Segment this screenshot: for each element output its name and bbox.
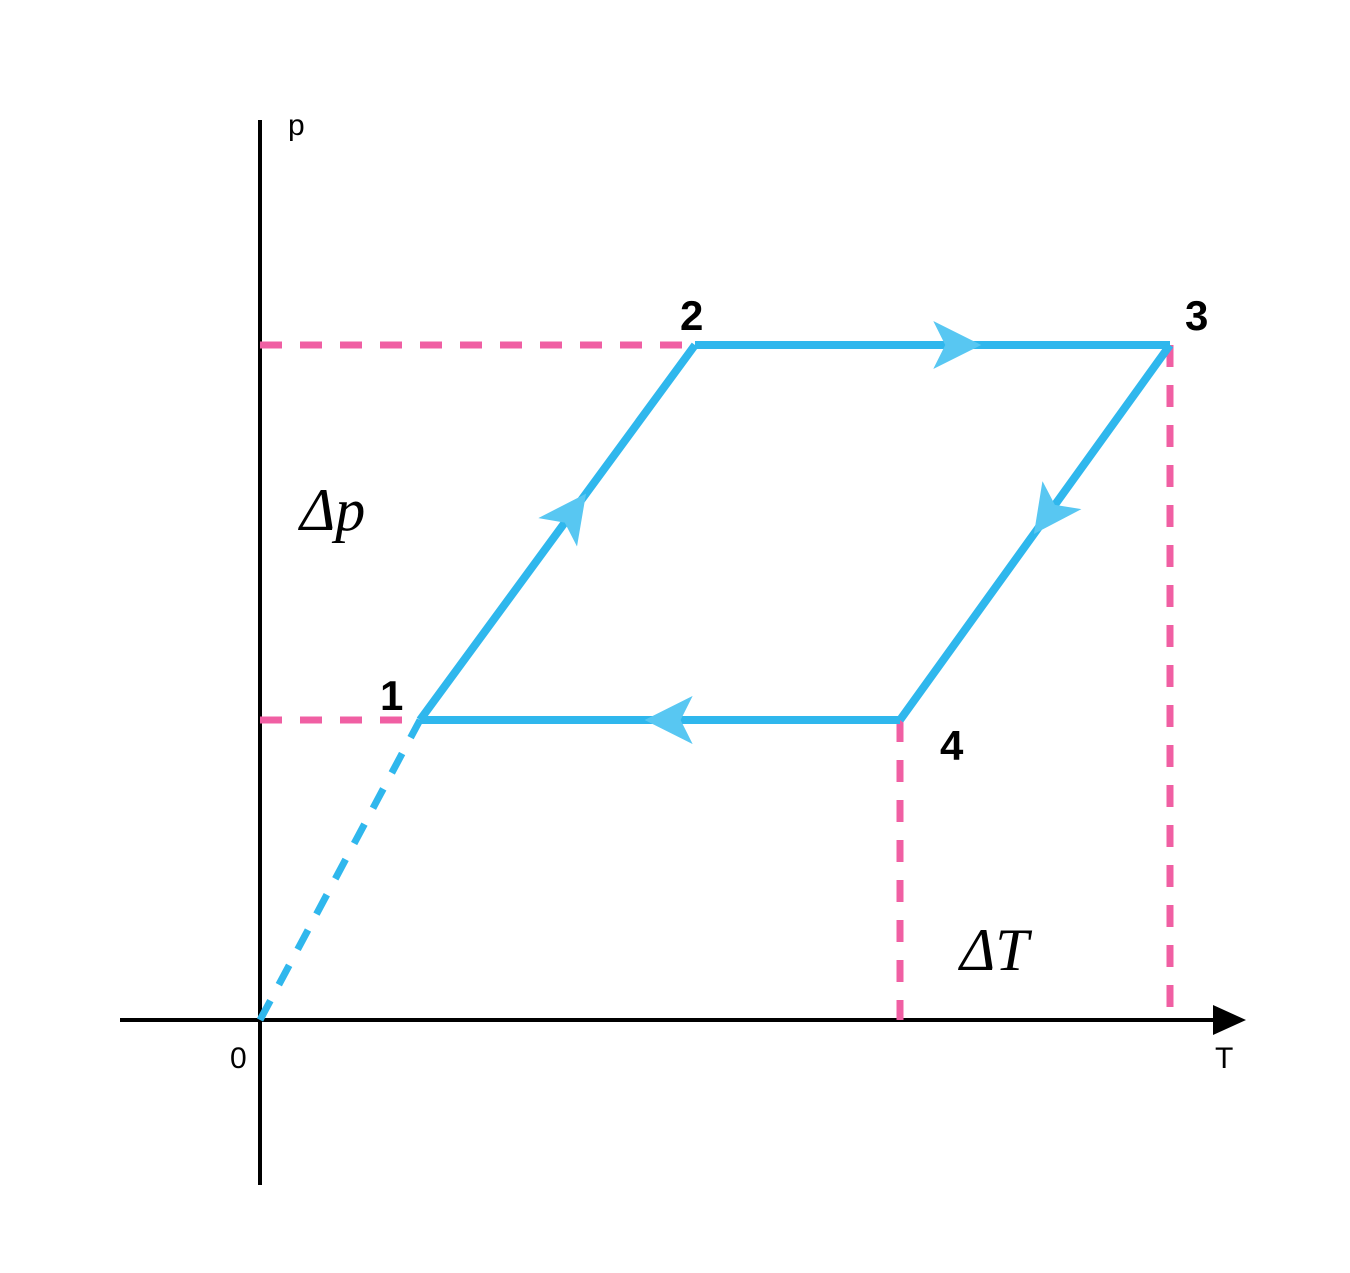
node-2-label: 2 — [680, 292, 703, 339]
node-3-label: 3 — [1185, 292, 1208, 339]
pt-diagram: p T 0 1 2 3 4 Δp ΔT — [0, 0, 1350, 1273]
node-1-label: 1 — [380, 672, 403, 719]
cycle-path — [420, 345, 1170, 720]
y-axis-label: p — [288, 109, 305, 142]
origin-label: 0 — [230, 1042, 247, 1075]
guide-line — [260, 720, 420, 1020]
delta-t-label: ΔT — [958, 917, 1032, 983]
cycle-arrow-icon — [1048, 513, 1049, 515]
node-4-label: 4 — [940, 722, 964, 769]
cycle-arrow-icon — [571, 513, 572, 515]
cycle-edge-1-2 — [420, 345, 695, 720]
cycle-arrows — [571, 345, 1049, 720]
x-axis-label: T — [1215, 1042, 1233, 1075]
delta-p-label: Δp — [298, 477, 365, 543]
cycle-edge-3-4 — [900, 345, 1170, 720]
